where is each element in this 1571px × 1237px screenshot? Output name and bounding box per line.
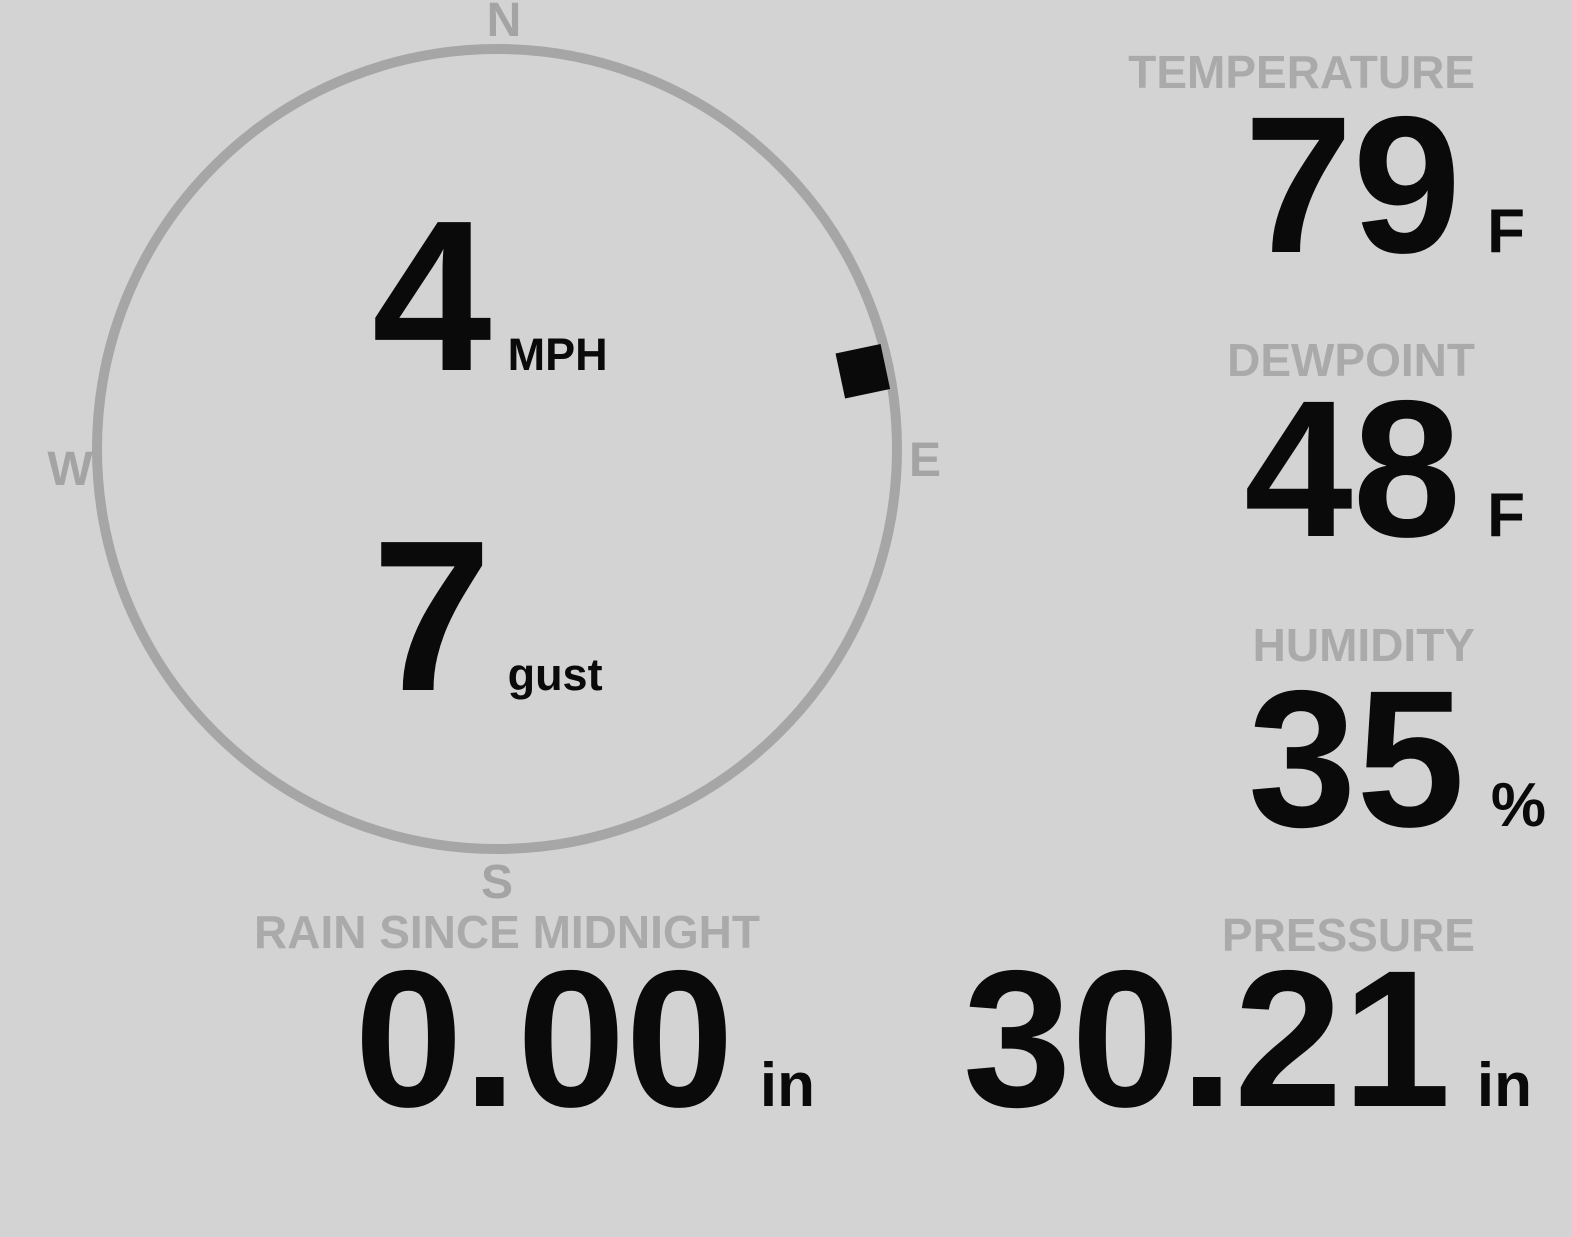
compass-north-label: N [486,0,522,47]
dewpoint-unit: F [1487,481,1525,550]
pressure-value: 30.21 [962,930,1451,1148]
humidity-unit: % [1490,771,1546,840]
compass-tick [772,724,791,743]
compass-ring [92,44,902,854]
compass-tick-north [493,46,501,53]
wind-gust-readout: 7 gust [372,508,603,723]
rain-value: 0.00 [354,930,734,1148]
wind-gust-value: 7 [372,495,492,736]
rain-readout: 0.00 in [354,942,815,1137]
compass-west-label: W [47,443,93,496]
compass-ticks [203,46,791,743]
temperature-label: TEMPERATURE [1128,46,1475,98]
temperature-unit: F [1487,197,1525,266]
wind-direction-marker [835,343,891,399]
humidity-label: HUMIDITY [1252,619,1475,671]
wind-speed-readout: 4 MPH [372,188,608,403]
compass-tick [772,155,791,174]
dewpoint-value: 48 [1244,360,1462,578]
dewpoint-label: DEWPOINT [1227,334,1475,386]
temperature-readout: 79 F [1244,88,1525,283]
wind-speed-value: 4 [372,175,492,416]
compass-east-label: E [908,434,942,487]
wind-speed-unit: MPH [507,329,608,380]
pressure-readout: 30.21 in [963,942,1532,1137]
wind-gust-unit: gust [507,649,603,700]
rain-unit: in [759,1051,815,1120]
pressure-unit: in [1476,1051,1532,1120]
compass-tick [203,155,222,174]
humidity-value: 35 [1247,650,1465,868]
compass-tick [203,724,222,743]
compass-south-label: S [480,856,514,909]
pressure-label: PRESSURE [1221,909,1475,961]
rain-label: RAIN SINCE MIDNIGHT [254,906,760,958]
temperature-value: 79 [1244,76,1462,294]
humidity-readout: 35 % [1248,662,1546,857]
dewpoint-readout: 48 F [1244,372,1525,567]
